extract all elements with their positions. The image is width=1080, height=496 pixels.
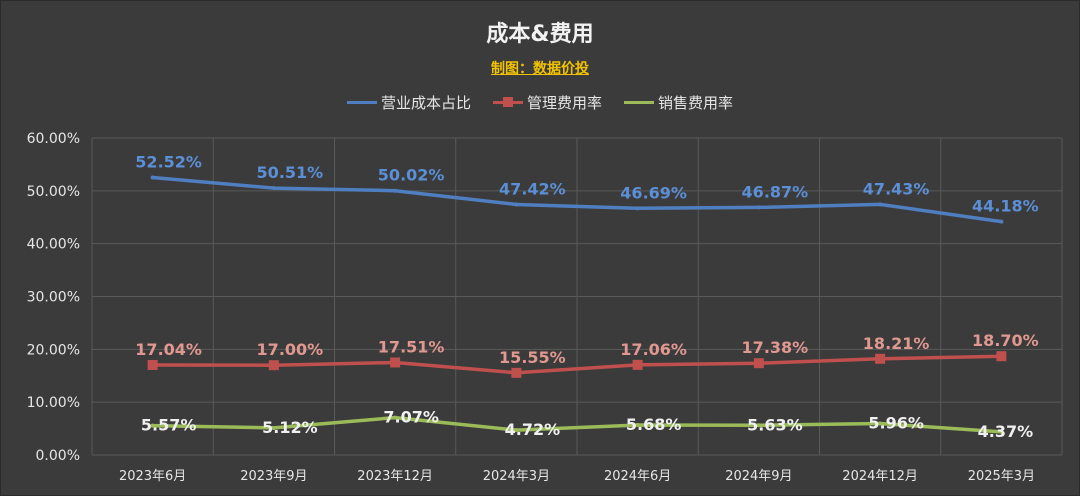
x-tick-label: 2024年9月 bbox=[725, 469, 792, 484]
series-line-2 bbox=[152, 415, 1002, 434]
data-point bbox=[756, 205, 761, 210]
data-label: 17.00% bbox=[257, 340, 324, 359]
data-point-marker bbox=[996, 351, 1007, 362]
data-label: 4.72% bbox=[505, 420, 561, 439]
data-point bbox=[999, 429, 1004, 434]
data-point bbox=[878, 202, 883, 207]
data-label: 5.57% bbox=[141, 416, 197, 435]
series-line-0 bbox=[152, 175, 1002, 224]
legend-swatch-sales bbox=[624, 101, 654, 104]
data-label: 46.87% bbox=[742, 182, 809, 201]
x-tick-label: 2024年12月 bbox=[842, 469, 918, 484]
data-label: 17.38% bbox=[742, 338, 809, 357]
legend-label-cost: 营业成本占比 bbox=[380, 94, 471, 112]
data-label: 17.51% bbox=[378, 337, 445, 356]
legend-item-cost: 营业成本占比 bbox=[346, 92, 471, 113]
data-point-marker bbox=[632, 359, 643, 370]
data-label: 5.68% bbox=[626, 415, 682, 434]
legend-swatch-cost bbox=[346, 101, 377, 104]
data-point-marker bbox=[875, 353, 886, 364]
data-label: 18.70% bbox=[972, 331, 1039, 350]
y-tick-label: 20.00% bbox=[27, 342, 80, 358]
data-point bbox=[635, 422, 640, 427]
series-line-1 bbox=[152, 354, 1002, 375]
data-point bbox=[150, 175, 155, 180]
x-tick-label: 2023年9月 bbox=[240, 469, 307, 484]
data-label: 17.06% bbox=[620, 340, 687, 359]
y-tick-label: 10.00% bbox=[27, 395, 80, 411]
data-label: 15.55% bbox=[499, 348, 566, 367]
data-point bbox=[514, 202, 519, 207]
data-label: 52.52% bbox=[135, 153, 202, 172]
chart-title: 成本&费用 bbox=[486, 22, 594, 47]
data-point bbox=[271, 425, 276, 430]
x-tick-label: 2025年3月 bbox=[968, 469, 1035, 484]
data-label: 4.37% bbox=[978, 422, 1034, 441]
data-label: 47.43% bbox=[863, 179, 930, 198]
legend-label-admin: 管理费用率 bbox=[526, 94, 602, 112]
legend-item-sales: 销售费用率 bbox=[624, 92, 733, 113]
data-point-marker bbox=[147, 359, 158, 370]
data-point bbox=[514, 428, 519, 433]
x-tick-label: 2024年6月 bbox=[604, 469, 671, 484]
data-point-marker bbox=[390, 357, 401, 368]
data-point bbox=[393, 415, 398, 420]
data-point bbox=[635, 206, 640, 211]
chart-subtitle: 制图：数据价投 bbox=[491, 61, 589, 77]
chart-legend: 营业成本占比 管理费用率 销售费用率 bbox=[0, 92, 1080, 113]
y-tick-label: 50.00% bbox=[27, 184, 80, 200]
y-tick-label: 30.00% bbox=[27, 290, 80, 306]
data-label: 7.07% bbox=[383, 408, 439, 427]
data-label: 47.42% bbox=[499, 179, 566, 198]
data-label: 44.18% bbox=[972, 197, 1039, 216]
data-point bbox=[271, 186, 276, 191]
data-point-marker bbox=[511, 367, 522, 378]
data-point bbox=[393, 188, 398, 193]
y-tick-label: 40.00% bbox=[27, 237, 80, 253]
x-tick-label: 2023年6月 bbox=[119, 469, 186, 484]
data-label: 18.21% bbox=[863, 334, 930, 353]
legend-item-admin: 管理费用率 bbox=[492, 92, 602, 113]
y-tick-label: 0.00% bbox=[36, 448, 80, 464]
data-point bbox=[878, 421, 883, 426]
data-point-marker bbox=[268, 360, 279, 371]
data-label: 5.12% bbox=[262, 418, 318, 437]
y-tick-label: 60.00% bbox=[27, 131, 80, 147]
legend-marker-admin bbox=[502, 97, 513, 107]
data-point bbox=[756, 423, 761, 428]
legend-label-sales: 销售费用率 bbox=[658, 94, 734, 112]
x-tick-label: 2024年3月 bbox=[483, 469, 550, 484]
data-point-marker bbox=[753, 358, 764, 369]
legend-swatch-admin bbox=[492, 97, 523, 107]
data-label: 5.63% bbox=[747, 415, 803, 434]
data-label: 46.69% bbox=[620, 183, 687, 202]
data-label: 50.51% bbox=[257, 163, 324, 182]
data-point bbox=[150, 423, 155, 428]
data-point bbox=[999, 219, 1004, 224]
data-label: 50.02% bbox=[378, 166, 445, 185]
data-label: 17.04% bbox=[135, 340, 202, 359]
data-label: 5.96% bbox=[868, 414, 924, 433]
x-tick-label: 2023年12月 bbox=[357, 469, 433, 484]
